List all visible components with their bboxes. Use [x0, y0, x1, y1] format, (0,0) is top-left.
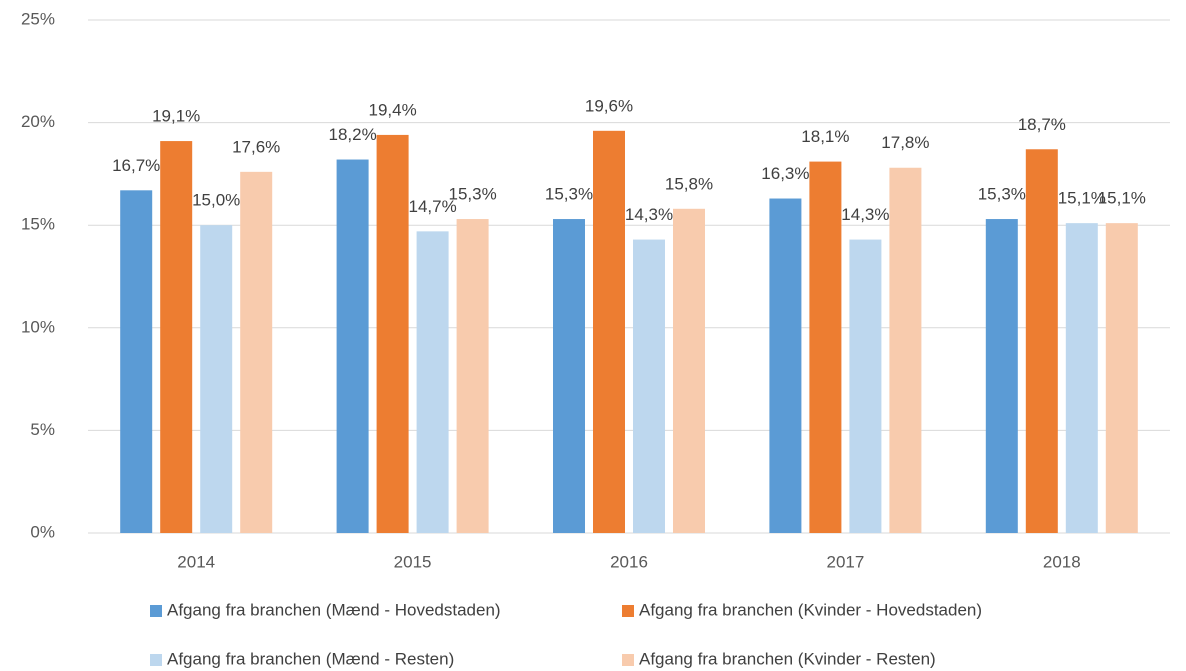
x-tick-label: 2015: [394, 552, 432, 571]
data-label: 15,1%: [1058, 189, 1106, 208]
data-label: 15,3%: [448, 185, 496, 204]
bar: [889, 167, 922, 533]
bar: [456, 219, 489, 533]
bar: [200, 225, 233, 533]
data-label: 19,6%: [585, 96, 633, 115]
legend-swatch: [622, 605, 634, 617]
legend-label: Afgang fra branchen (Mænd - Resten): [167, 649, 454, 668]
bar: [553, 219, 585, 533]
data-label: 18,2%: [328, 125, 376, 144]
x-tick-label: 2016: [610, 552, 648, 571]
legend-swatch: [150, 605, 162, 617]
data-label: 18,7%: [1018, 115, 1066, 134]
data-label: 14,3%: [625, 205, 673, 224]
bar: [1105, 223, 1138, 533]
bar: [809, 161, 842, 533]
bar: [240, 171, 273, 533]
bar: [376, 134, 409, 534]
data-label: 17,8%: [881, 133, 929, 152]
data-label: 15,3%: [978, 185, 1026, 204]
y-tick-label: 15%: [21, 215, 55, 234]
y-tick-label: 10%: [21, 317, 55, 336]
x-tick-label: 2014: [177, 552, 215, 571]
legend-label: Afgang fra branchen (Mænd - Hovedstaden): [167, 600, 501, 619]
data-label: 17,6%: [232, 137, 280, 156]
data-label: 16,3%: [761, 164, 809, 183]
y-tick-label: 0%: [30, 522, 55, 541]
bar: [160, 141, 193, 533]
legend-swatch: [150, 654, 162, 666]
bar: [985, 219, 1018, 533]
bar: [849, 239, 882, 533]
bar: [1025, 149, 1058, 533]
bar: [633, 239, 665, 533]
bar: [769, 198, 802, 534]
data-label: 18,1%: [801, 127, 849, 146]
bar: [1065, 223, 1098, 533]
data-label: 14,7%: [408, 197, 456, 216]
y-tick-label: 5%: [30, 420, 55, 439]
bar: [120, 190, 153, 534]
bar: [416, 231, 449, 533]
data-label: 19,1%: [152, 107, 200, 126]
legend-label: Afgang fra branchen (Kvinder - Hovedstad…: [639, 600, 982, 619]
data-label: 19,4%: [368, 100, 416, 119]
y-tick-label: 25%: [21, 9, 55, 28]
x-tick-label: 2018: [1043, 552, 1081, 571]
data-label: 16,7%: [112, 156, 160, 175]
data-label: 14,3%: [841, 205, 889, 224]
data-label: 15,0%: [192, 191, 240, 210]
data-label: 15,1%: [1098, 189, 1146, 208]
x-tick-label: 2017: [826, 552, 864, 571]
legend-label: Afgang fra branchen (Kvinder - Resten): [639, 649, 936, 668]
bar: [673, 208, 705, 533]
y-tick-label: 20%: [21, 112, 55, 131]
legend-swatch: [622, 654, 634, 666]
bar: [593, 130, 625, 534]
bar: [336, 159, 369, 533]
data-label: 15,8%: [665, 174, 713, 193]
data-label: 15,3%: [545, 185, 593, 204]
